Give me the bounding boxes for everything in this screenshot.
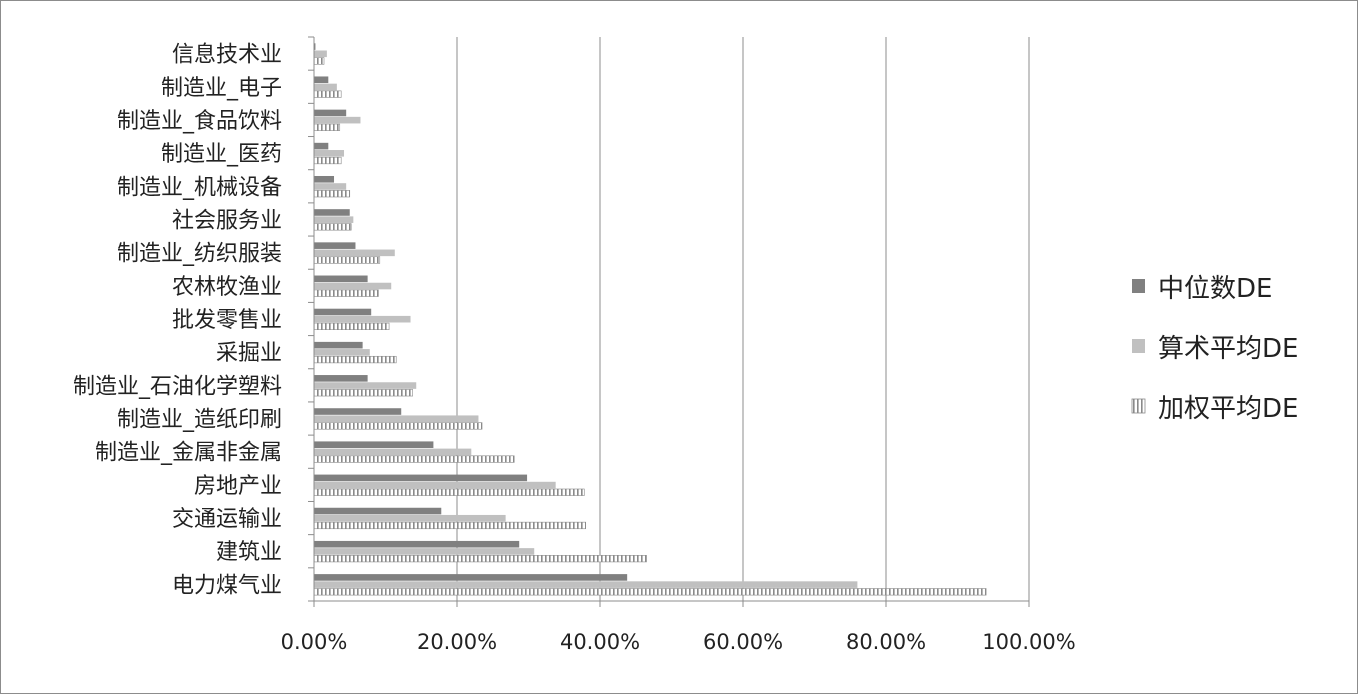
bar bbox=[314, 216, 354, 223]
bar bbox=[314, 507, 442, 515]
x-tick-labels: 0.00% 20.00% 40.00% 60.00% 80.00% 100.00% bbox=[281, 630, 1076, 654]
bar bbox=[313, 455, 515, 463]
legend-swatch bbox=[1131, 398, 1146, 414]
x-tick-label: 20.00% bbox=[417, 630, 497, 654]
bar bbox=[314, 514, 506, 522]
bar bbox=[314, 441, 434, 449]
bar bbox=[314, 43, 316, 50]
bars bbox=[313, 43, 987, 596]
bar bbox=[314, 581, 858, 588]
bar bbox=[314, 474, 528, 482]
bar bbox=[314, 275, 368, 283]
bar bbox=[314, 142, 329, 150]
grid-lines bbox=[456, 37, 1030, 601]
category-labels: 信息技术业制造业_电子制造业_食品饮料制造业_医药制造业_机械设备社会服务业制造… bbox=[73, 43, 282, 599]
bar bbox=[314, 183, 347, 190]
category-label: 制造业_电子 bbox=[161, 76, 282, 101]
category-label: 制造业_食品饮料 bbox=[117, 109, 282, 134]
bar bbox=[313, 223, 352, 231]
bar bbox=[314, 308, 372, 316]
bar bbox=[314, 574, 628, 581]
bar bbox=[313, 389, 413, 397]
bar bbox=[313, 422, 483, 430]
axes bbox=[308, 36, 1030, 607]
x-tick-label: 40.00% bbox=[560, 630, 640, 654]
bar bbox=[314, 282, 392, 290]
bar bbox=[314, 382, 417, 389]
bar bbox=[314, 481, 556, 489]
bar bbox=[314, 448, 472, 456]
bar bbox=[314, 341, 363, 349]
bar bbox=[314, 408, 402, 415]
x-tick-label: 60.00% bbox=[703, 630, 783, 654]
bar bbox=[313, 322, 390, 331]
category-label: 房地产业 bbox=[194, 474, 282, 499]
category-label: 制造业_造纸印刷 bbox=[117, 408, 282, 433]
x-tick-label: 80.00% bbox=[846, 630, 926, 654]
bar bbox=[314, 150, 345, 157]
category-label: 电力煤气业 bbox=[172, 573, 282, 598]
x-tick-label: 100.00% bbox=[982, 630, 1075, 654]
bar bbox=[313, 190, 351, 198]
bar bbox=[313, 355, 397, 364]
category-label: 制造业_石油化学塑料 bbox=[73, 374, 282, 399]
bar bbox=[314, 83, 337, 91]
category-label: 批发零售业 bbox=[172, 308, 282, 333]
legend: 中位数DE 算术平均DE 加权平均DE bbox=[1131, 274, 1298, 424]
legend-label: 算术平均DE bbox=[1158, 334, 1298, 364]
bar bbox=[314, 415, 479, 423]
bar bbox=[313, 555, 647, 563]
bar bbox=[314, 76, 329, 84]
bar bbox=[313, 521, 587, 530]
bar bbox=[314, 548, 535, 555]
legend-swatch bbox=[1132, 339, 1145, 353]
bar bbox=[313, 123, 341, 131]
bar bbox=[314, 50, 327, 58]
legend-label: 中位数DE bbox=[1158, 274, 1272, 304]
bar bbox=[314, 116, 361, 124]
category-label: 交通运输业 bbox=[172, 507, 282, 532]
category-label: 建筑业 bbox=[216, 540, 282, 565]
category-label: 制造业_机械设备 bbox=[117, 175, 282, 200]
legend-swatch bbox=[1132, 279, 1145, 293]
bar bbox=[314, 109, 347, 117]
category-label: 制造业_纺织服装 bbox=[117, 242, 282, 267]
bar bbox=[313, 588, 987, 596]
bar bbox=[314, 375, 368, 382]
bar bbox=[314, 175, 335, 183]
bar bbox=[313, 90, 342, 98]
bar bbox=[314, 315, 411, 323]
category-label: 制造业_金属非金属 bbox=[95, 441, 282, 466]
category-label: 农林牧渔业 bbox=[172, 275, 282, 300]
bar bbox=[314, 349, 370, 356]
x-tick-label: 0.00% bbox=[281, 630, 348, 654]
category-label: 采掘业 bbox=[216, 341, 282, 366]
category-label: 社会服务业 bbox=[172, 208, 282, 233]
bar bbox=[313, 156, 342, 165]
bar bbox=[313, 488, 585, 496]
legend-label: 加权平均DE bbox=[1158, 394, 1298, 424]
bar bbox=[314, 540, 520, 548]
category-label: 制造业_医药 bbox=[161, 142, 282, 167]
bar bbox=[313, 256, 381, 264]
bar bbox=[313, 289, 379, 297]
bar bbox=[314, 209, 350, 216]
bar bbox=[313, 57, 325, 65]
category-label: 信息技术业 bbox=[172, 43, 282, 68]
bar bbox=[314, 249, 395, 257]
bar bbox=[314, 242, 356, 249]
